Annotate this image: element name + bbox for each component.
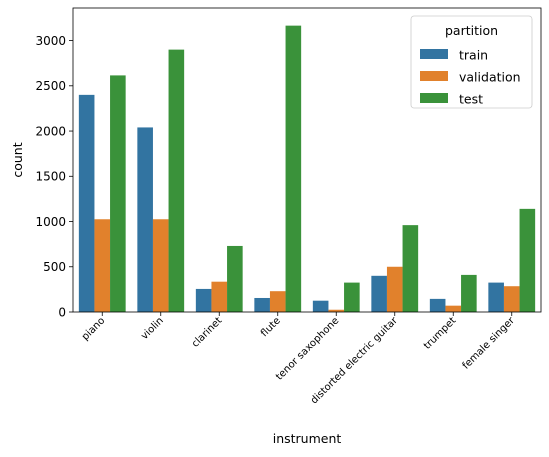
bar-test-distorted-electric-guitar	[402, 225, 419, 312]
bar-train-flute	[254, 297, 270, 312]
y-tick-label: 500	[43, 260, 66, 274]
y-tick-label: 1500	[35, 170, 66, 184]
legend-box	[410, 15, 533, 109]
bar-train-piano	[78, 94, 95, 312]
legend-label-train: train	[459, 48, 488, 63]
legend: partition train validation test	[410, 15, 533, 109]
bar-validation-female-singer	[503, 286, 520, 312]
legend-swatch-train	[420, 49, 448, 59]
y-tick-label: 3000	[35, 34, 66, 48]
bar-test-tenor-saxophone	[344, 282, 360, 312]
y-tick-label: 1000	[35, 215, 66, 229]
y-tick-label: 2500	[35, 79, 66, 93]
bar-test-violin	[168, 49, 185, 313]
legend-label-test: test	[459, 92, 483, 107]
y-tick-label: 2000	[35, 124, 66, 138]
x-axis-label: instrument	[273, 431, 342, 446]
bar-test-piano	[110, 75, 126, 313]
bar-test-trumpet	[461, 274, 477, 312]
plot-frame	[72, 7, 542, 313]
bar-train-trumpet	[429, 298, 446, 312]
bar-validation-flute	[269, 291, 286, 312]
bar-validation-tenor-saxophone	[328, 309, 345, 312]
bar-test-female-singer	[519, 208, 536, 312]
legend-swatch-test	[420, 93, 448, 103]
bar-test-clarinet	[227, 245, 243, 312]
bar-validation-trumpet	[445, 305, 462, 312]
bar-train-clarinet	[195, 288, 212, 312]
bar-validation-piano	[94, 219, 111, 312]
bars-layer	[78, 25, 536, 313]
bar-train-female-singer	[488, 282, 504, 312]
bar-train-tenor-saxophone	[312, 300, 329, 312]
legend-label-validation: validation	[459, 70, 521, 85]
bar-train-distorted-electric-guitar	[371, 275, 387, 312]
bar-validation-clarinet	[211, 281, 228, 312]
legend-title: partition	[445, 23, 498, 38]
legend-items: train validation test	[420, 48, 521, 107]
y-tick-label: 0	[58, 305, 66, 319]
y-axis-label: count	[10, 142, 25, 177]
y-axis: 0 500 1000 1500 2000 2500 3000	[35, 34, 73, 319]
bar-validation-distorted-electric-guitar	[386, 266, 403, 312]
bar-validation-violin	[152, 219, 169, 312]
bar-test-flute	[285, 25, 302, 312]
legend-swatch-validation	[420, 71, 448, 81]
bar-train-violin	[137, 127, 153, 313]
